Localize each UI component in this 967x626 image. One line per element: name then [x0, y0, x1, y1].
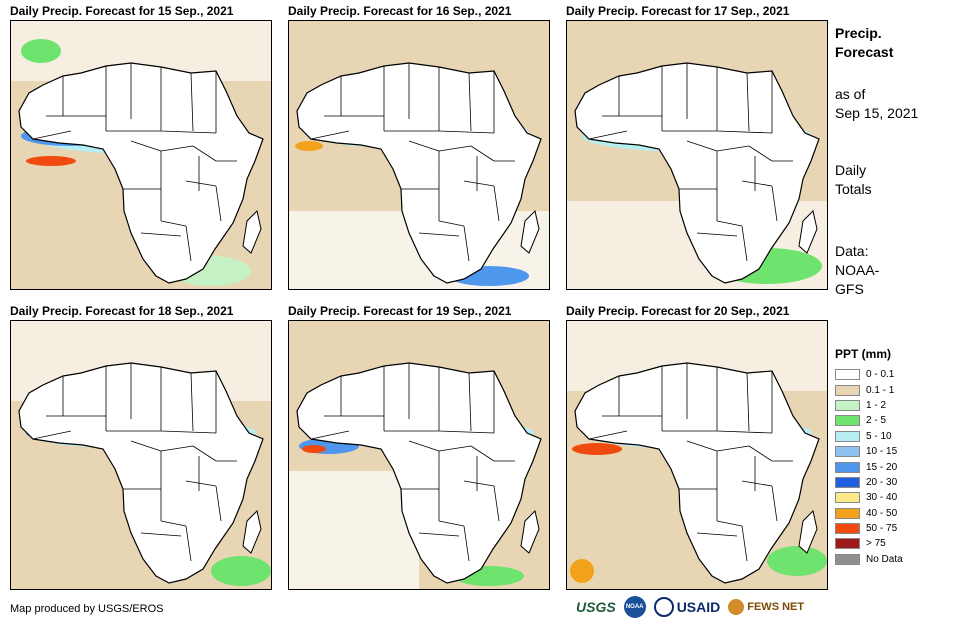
daily-line1: Daily: [835, 162, 867, 178]
forecast-panel-5: Daily Precip. Forecast for 19 Sep., 2021: [288, 304, 550, 590]
data-line1: Data:: [835, 243, 869, 259]
legend-item: 2 - 5: [835, 413, 960, 428]
panel-title: Daily Precip. Forecast for 19 Sep., 2021: [288, 304, 512, 318]
legend-item: 20 - 30: [835, 475, 960, 490]
legend-label: 5 - 10: [866, 430, 892, 442]
legend-label: 50 - 75: [866, 523, 898, 535]
legend-item: 5 - 10: [835, 429, 960, 444]
panel-title: Daily Precip. Forecast for 15 Sep., 2021: [10, 4, 234, 18]
legend-label: 1 - 2: [866, 399, 887, 411]
forecast-panel-1: Daily Precip. Forecast for 15 Sep., 2021: [10, 4, 272, 290]
legend-item: 30 - 40: [835, 490, 960, 505]
forecast-panel-6: Daily Precip. Forecast for 20 Sep., 2021: [566, 304, 828, 590]
legend: PPT (mm) 0 - 0.1 0.1 - 1 1 - 2 2 - 5 5 - 10 1…: [835, 347, 960, 567]
noaa-seal-icon: NOAA: [623, 596, 646, 618]
legend-label: 40 - 50: [866, 507, 898, 519]
legend-label: 10 - 15: [866, 446, 898, 458]
legend-swatch: [835, 399, 860, 411]
legend-item: 10 - 15: [835, 444, 960, 459]
legend-swatch: [835, 384, 860, 396]
as-of-line2: Sep 15, 2021: [835, 105, 919, 121]
usgs-logo-text: USGS: [576, 599, 616, 615]
forecast-map: [288, 20, 550, 290]
legend-swatch: [835, 476, 860, 488]
noaa-logo-text: NOAA: [625, 604, 644, 610]
forecast-panel-2: Daily Precip. Forecast for 16 Sep., 2021: [288, 4, 550, 290]
legend-item: 15 - 20: [835, 459, 960, 474]
data-line3: GFS: [835, 281, 864, 297]
sidebar-title-line1: Precip.: [835, 25, 882, 41]
data-source: Data: NOAA- GFS: [835, 242, 879, 299]
forecast-panel-3: Daily Precip. Forecast for 17 Sep., 2021: [566, 4, 828, 290]
panel-title: Daily Precip. Forecast for 20 Sep., 2021: [566, 304, 790, 318]
legend-item: 0.1 - 1: [835, 382, 960, 397]
legend-label: 0 - 0.1: [866, 369, 895, 381]
legend-label: 30 - 40: [866, 492, 898, 504]
legend-label: 20 - 30: [866, 476, 898, 488]
forecast-map: [288, 320, 550, 590]
legend-swatch: [835, 369, 860, 381]
legend-swatch: [835, 446, 860, 458]
legend-label: > 75: [866, 538, 886, 550]
legend-item: 1 - 2: [835, 398, 960, 413]
sidebar-title-line2: Forecast: [835, 44, 894, 60]
as-of-line1: as of: [835, 86, 866, 102]
forecast-panel-4: Daily Precip. Forecast for 18 Sep., 2021: [10, 304, 272, 590]
panel-title: Daily Precip. Forecast for 18 Sep., 2021: [10, 304, 234, 318]
legend-swatch: [835, 461, 860, 473]
legend-label: 2 - 5: [866, 415, 887, 427]
legend-swatch: [835, 538, 860, 550]
daily-totals: Daily Totals: [835, 161, 872, 199]
logo-bar: USGS NOAA USAID FEWS NET: [576, 595, 812, 619]
sidebar-title: Precip. Forecast: [835, 24, 893, 62]
fews-globe-icon: [728, 599, 745, 615]
usgs-logo: USGS: [576, 599, 616, 615]
usaid-seal-icon: [653, 597, 674, 617]
legend-swatch: [835, 553, 860, 565]
legend-swatch: [835, 415, 860, 427]
usaid-logo-text: USAID: [676, 599, 721, 615]
data-line2: NOAA-: [835, 262, 880, 278]
legend-item: 40 - 50: [835, 506, 960, 521]
legend-title: PPT (mm): [835, 347, 892, 361]
panel-title: Daily Precip. Forecast for 17 Sep., 2021: [566, 4, 790, 18]
legend-swatch: [835, 507, 860, 519]
legend-item: 0 - 0.1: [835, 367, 960, 382]
fews-logo-text: FEWS NET: [747, 601, 805, 613]
as-of-date: as of Sep 15, 2021: [835, 85, 918, 123]
legend-swatch: [835, 430, 860, 442]
panel-title: Daily Precip. Forecast for 16 Sep., 2021: [288, 4, 512, 18]
daily-line2: Totals: [835, 181, 872, 197]
legend-swatch: [835, 523, 860, 535]
fews-net-logo: FEWS NET: [728, 599, 804, 615]
legend-label: 0.1 - 1: [866, 384, 895, 396]
legend-item: No Data: [835, 552, 960, 567]
noaa-logo: NOAA: [623, 596, 646, 618]
legend-item: 50 - 75: [835, 521, 960, 536]
legend-label: 15 - 20: [866, 461, 898, 473]
forecast-map: [10, 20, 272, 290]
forecast-map: [10, 320, 272, 590]
legend-label: No Data: [866, 553, 903, 565]
legend-item: > 75: [835, 536, 960, 551]
legend-swatch: [835, 492, 860, 504]
forecast-map: [566, 20, 828, 290]
usaid-logo: USAID: [653, 597, 721, 617]
credit-text: Map produced by USGS/EROS: [10, 603, 164, 615]
forecast-map: [566, 320, 828, 590]
